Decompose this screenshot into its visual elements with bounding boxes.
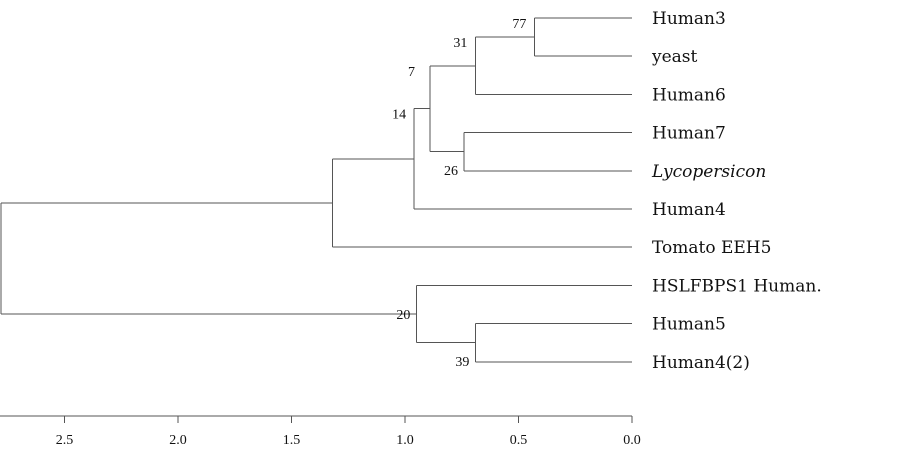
bootstrap-value-n_14: 14 [392,108,406,123]
leaf-label-human4-2: Human4(2) [652,353,750,373]
leaf-label-human3: Human3 [652,9,726,29]
axis-tick-label: 1.5 [283,433,301,448]
bootstrap-value-n_20: 20 [396,308,410,323]
leaf-label-hslfbps1-human: HSLFBPS1 Human. [652,276,822,296]
axis-tick-label: 0.0 [623,433,641,448]
bootstrap-value-n_31: 31 [453,36,467,51]
leaf-label-human6: Human6 [652,85,726,105]
leaf-label-yeast: yeast [651,47,698,67]
bootstrap-value-n_7: 7 [408,65,415,80]
bootstrap-value-n_h3_yeast: 77 [512,17,526,32]
axis-tick-label: 0.5 [510,433,528,448]
leaf-label-human5: Human5 [652,315,726,335]
axis-tick-label: 2.0 [169,433,187,448]
bootstrap-value-n_26: 26 [444,164,458,179]
distance-axis: 2.5 2.0 1.5 1.0 0.5 0.0 [0,415,641,448]
leaf-label-human7: Human7 [652,124,726,144]
leaf-label-lycopersicon: Lycopersicon [651,162,766,182]
leaf-label-tomato-eeh5: Tomato EEH5 [652,238,771,258]
axis-tick-label: 2.5 [56,433,74,448]
axis-tick-label: 1.0 [396,433,414,448]
bootstrap-labels: 77 31 26 7 14 39 20 [392,17,526,370]
leaf-label-human4: Human4 [652,200,726,220]
tree-branches [0,17,632,363]
leaf-labels: Human3 yeast Human6 Human7 Lycopersicon Human… [651,9,822,373]
bootstrap-value-n_39: 39 [455,355,469,370]
